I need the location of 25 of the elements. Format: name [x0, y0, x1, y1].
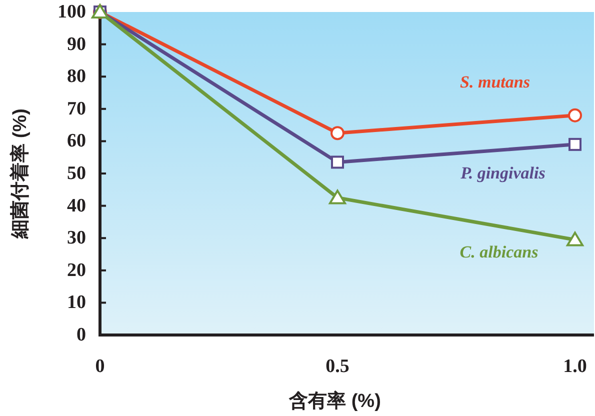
- y-tick-label: 100: [58, 2, 86, 22]
- y-tick-label: 0: [76, 324, 86, 346]
- series-label: P. gingivalis: [460, 163, 546, 182]
- point: [568, 138, 582, 151]
- y-tick-label: 70: [67, 98, 86, 120]
- y-tick-label: 80: [67, 66, 86, 88]
- y-tick-label: 60: [67, 130, 86, 152]
- point: [331, 156, 344, 169]
- y-tick-label: 40: [67, 195, 86, 216]
- x-tick-label: 1.0: [563, 356, 587, 377]
- y-tick-label: 10: [67, 292, 86, 314]
- x-axis-title: 含有率 (%): [288, 390, 381, 412]
- x-tick-label: 0: [95, 356, 105, 377]
- point: [568, 108, 582, 122]
- point: [330, 126, 344, 140]
- y-tick-label: 50: [67, 163, 86, 184]
- y-tick-label: 90: [67, 34, 86, 55]
- series-label: S. mutans: [460, 72, 530, 92]
- x-tick-label: 0.5: [326, 356, 350, 377]
- y-tick-label: 20: [67, 260, 86, 281]
- point: [566, 232, 584, 246]
- point: [329, 190, 346, 204]
- series-label: C. albicans: [460, 242, 539, 262]
- y-axis-title: 細菌付着率 (%): [9, 108, 31, 240]
- y-tick-label: 30: [67, 228, 86, 249]
